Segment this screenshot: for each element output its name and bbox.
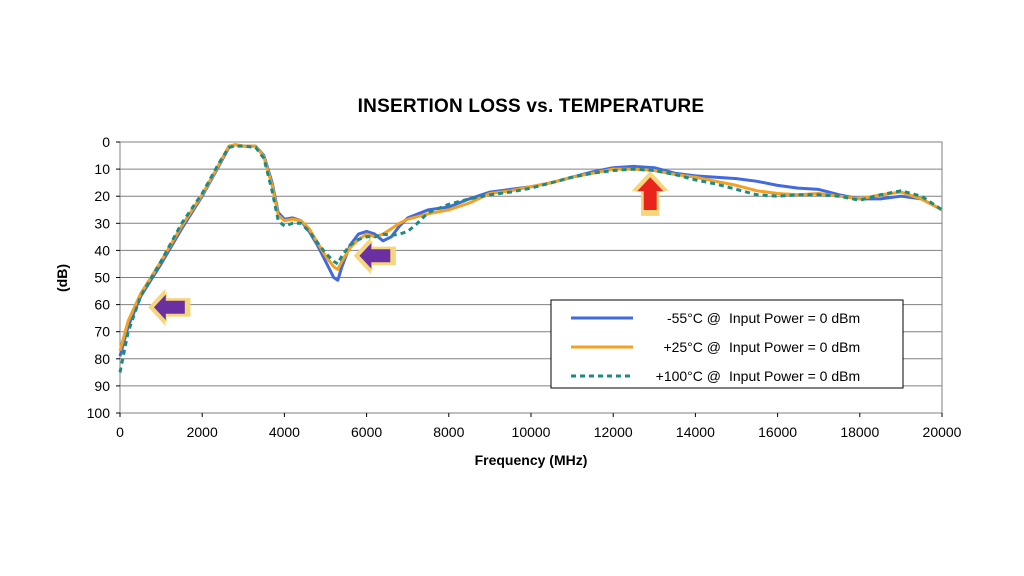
annotation-arrow-up-2 bbox=[635, 175, 666, 211]
y-tick-label: 0 bbox=[102, 134, 110, 150]
x-tick-label: 20000 bbox=[923, 424, 962, 440]
x-tick-label: 2000 bbox=[187, 424, 218, 440]
x-tick-label: 18000 bbox=[840, 424, 879, 440]
y-tick-label: 100 bbox=[87, 405, 111, 421]
legend-box bbox=[550, 299, 904, 389]
x-tick-label: 6000 bbox=[351, 424, 382, 440]
x-tick-label: 16000 bbox=[758, 424, 797, 440]
legend-series-condition-0: Input Power = 0 dBm bbox=[729, 310, 860, 326]
legend-series-name-1: +25°C @ bbox=[663, 339, 721, 355]
x-axis-label: Frequency (MHz) bbox=[475, 452, 588, 468]
series-layer bbox=[118, 143, 943, 373]
y-tick-label: 20 bbox=[94, 188, 110, 204]
x-tick-label: 4000 bbox=[269, 424, 300, 440]
tick-layer: 0 10 20 30 40 50 60 70 80 90 100 0 2000 4000 6000 8000 1… bbox=[87, 134, 962, 440]
legend-series-condition-1: Input Power = 0 dBm bbox=[729, 339, 860, 355]
y-tick-label: 80 bbox=[94, 351, 110, 367]
y-tick-label: 60 bbox=[94, 297, 110, 313]
y-tick-label: 40 bbox=[94, 242, 110, 258]
y-tick-label: 70 bbox=[94, 324, 110, 340]
y-tick-label: 50 bbox=[94, 270, 110, 286]
y-tick-label: 90 bbox=[94, 378, 110, 394]
x-tick-label: 0 bbox=[116, 424, 124, 440]
legend-series-condition-2: Input Power = 0 dBm bbox=[729, 368, 860, 384]
x-tick-label: 12000 bbox=[594, 424, 633, 440]
legend-series-name-2: +100°C @ bbox=[656, 368, 721, 384]
annotation-layer bbox=[148, 171, 669, 326]
series-line-2 bbox=[118, 144, 943, 373]
y-tick-label: 10 bbox=[94, 161, 110, 177]
y-axis-label: (dB) bbox=[54, 264, 70, 292]
y-tick-label: 30 bbox=[94, 215, 110, 231]
x-tick-label: 8000 bbox=[433, 424, 464, 440]
chart-title: INSERTION LOSS vs. TEMPERATURE bbox=[357, 96, 705, 117]
x-tick-label: 10000 bbox=[512, 424, 551, 440]
x-tick-label: 14000 bbox=[676, 424, 715, 440]
annotation-arrow-left-1 bbox=[358, 240, 392, 272]
annotation-arrow-left-0 bbox=[152, 292, 186, 323]
legend-series-name-0: -55°C @ bbox=[667, 310, 721, 326]
legend: -55°C @ Input Power = 0 dBm +25°C @ Input P… bbox=[550, 299, 904, 389]
